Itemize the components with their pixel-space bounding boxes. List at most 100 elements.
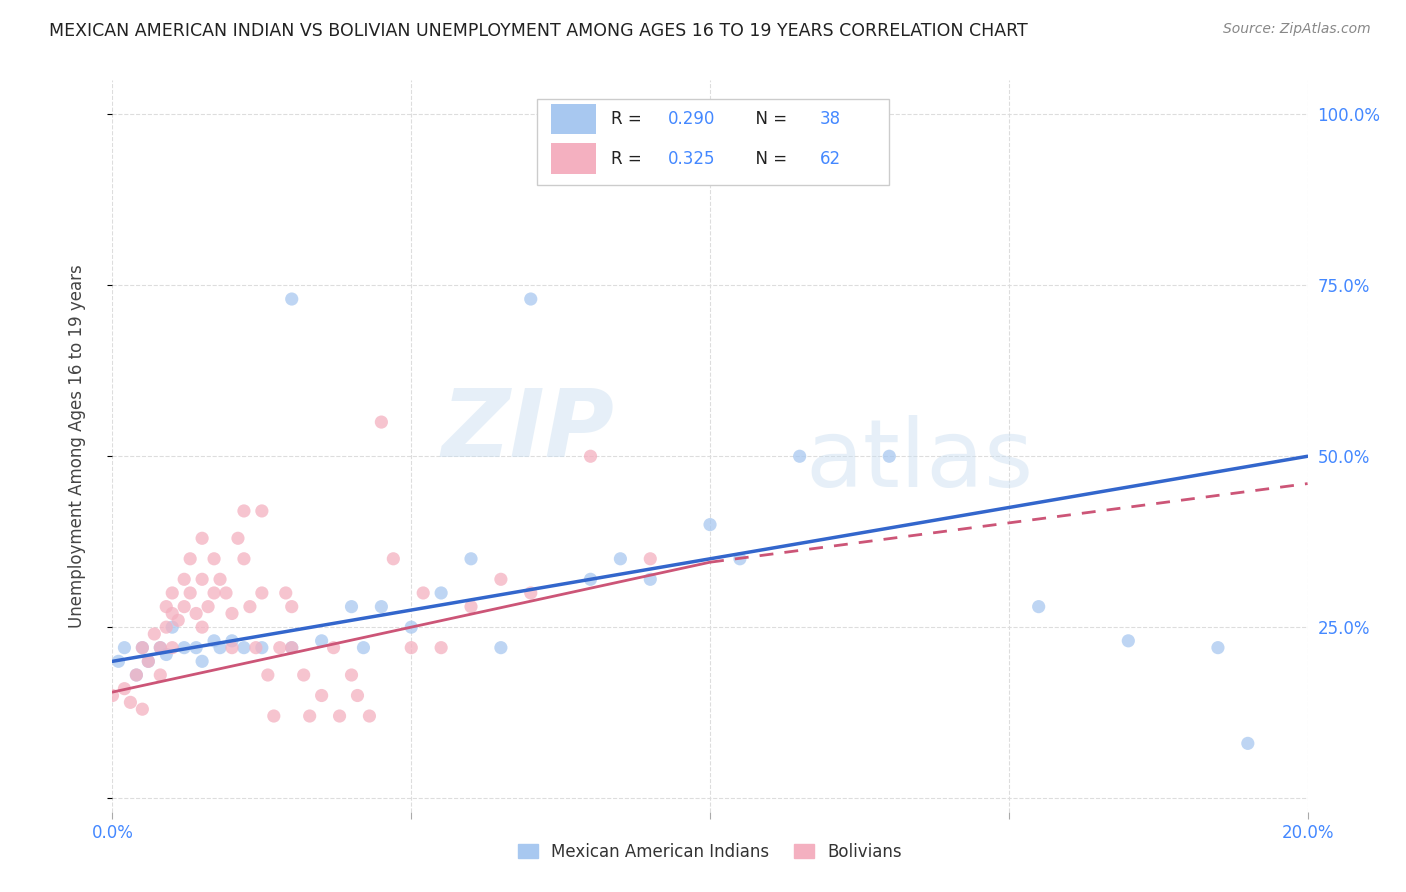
Point — [155, 599, 177, 614]
Point — [699, 517, 721, 532]
Y-axis label: Unemployment Among Ages 16 to 19 years: Unemployment Among Ages 16 to 19 years — [67, 264, 86, 628]
Point — [520, 292, 543, 306]
Point — [233, 551, 256, 566]
Text: R =: R = — [610, 110, 647, 128]
Point — [226, 531, 249, 545]
Text: atlas: atlas — [806, 415, 1033, 507]
Point — [162, 640, 183, 655]
Point — [221, 607, 243, 621]
Text: 38: 38 — [820, 110, 841, 128]
Point — [138, 654, 160, 668]
Point — [209, 572, 232, 586]
Point — [263, 709, 285, 723]
Text: 0.325: 0.325 — [668, 150, 716, 168]
Point — [382, 551, 405, 566]
Point — [186, 607, 208, 621]
Point — [359, 709, 381, 723]
Point — [209, 640, 232, 655]
Text: 62: 62 — [820, 150, 841, 168]
Point — [579, 449, 602, 463]
Point — [430, 640, 453, 655]
FancyBboxPatch shape — [537, 99, 889, 185]
Point — [281, 292, 304, 306]
Point — [281, 640, 304, 655]
Point — [191, 654, 214, 668]
Point — [179, 586, 201, 600]
Point — [173, 572, 195, 586]
Point — [233, 504, 256, 518]
Point — [879, 449, 901, 463]
Point — [329, 709, 352, 723]
Point — [155, 620, 177, 634]
Point — [191, 572, 214, 586]
Point — [257, 668, 280, 682]
Point — [221, 633, 243, 648]
Point — [640, 551, 662, 566]
Point — [179, 551, 201, 566]
Point — [1206, 640, 1229, 655]
Point — [215, 586, 238, 600]
Point — [1237, 736, 1260, 750]
Point — [125, 668, 148, 682]
Point — [197, 599, 219, 614]
Point — [298, 709, 321, 723]
Point — [245, 640, 267, 655]
Point — [202, 633, 225, 648]
Point — [1028, 599, 1050, 614]
FancyBboxPatch shape — [551, 144, 596, 174]
Point — [489, 572, 512, 586]
Point — [281, 599, 304, 614]
Point — [149, 640, 172, 655]
Point — [579, 572, 602, 586]
Point — [412, 586, 434, 600]
Point — [143, 627, 166, 641]
Point — [370, 599, 392, 614]
Point — [311, 689, 333, 703]
Point — [370, 415, 392, 429]
Point — [167, 613, 190, 627]
Point — [114, 681, 135, 696]
Point — [250, 640, 273, 655]
Point — [609, 551, 631, 566]
Point — [173, 599, 195, 614]
Point — [107, 654, 129, 668]
Point — [340, 668, 363, 682]
Point — [131, 640, 153, 655]
Point — [460, 551, 482, 566]
Point — [401, 640, 423, 655]
Point — [233, 640, 256, 655]
Legend: Mexican American Indians, Bolivians: Mexican American Indians, Bolivians — [509, 835, 911, 869]
Point — [239, 599, 262, 614]
Text: N =: N = — [745, 150, 792, 168]
Point — [520, 586, 543, 600]
Point — [221, 640, 243, 655]
Point — [789, 449, 811, 463]
Point — [101, 689, 124, 703]
Point — [489, 640, 512, 655]
Point — [191, 531, 214, 545]
Point — [274, 586, 297, 600]
Text: N =: N = — [745, 110, 792, 128]
Point — [131, 640, 153, 655]
Point — [1118, 633, 1140, 648]
Point — [162, 586, 183, 600]
Point — [173, 640, 195, 655]
Point — [191, 620, 214, 634]
Text: 0.290: 0.290 — [668, 110, 716, 128]
Point — [292, 668, 315, 682]
Point — [131, 702, 153, 716]
Point — [322, 640, 344, 655]
Point — [640, 572, 662, 586]
Point — [401, 620, 423, 634]
Point — [281, 640, 304, 655]
Text: Source: ZipAtlas.com: Source: ZipAtlas.com — [1223, 22, 1371, 37]
Point — [138, 654, 160, 668]
Point — [353, 640, 375, 655]
Point — [114, 640, 135, 655]
Point — [250, 586, 273, 600]
Point — [340, 599, 363, 614]
Point — [125, 668, 148, 682]
Point — [120, 695, 142, 709]
Point — [202, 551, 225, 566]
Text: R =: R = — [610, 150, 647, 168]
